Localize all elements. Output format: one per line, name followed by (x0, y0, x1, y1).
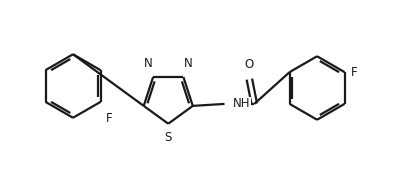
Text: O: O (244, 58, 253, 71)
Text: NH: NH (232, 97, 249, 110)
Text: N: N (184, 57, 192, 70)
Text: N: N (144, 57, 152, 70)
Text: S: S (164, 131, 172, 144)
Text: F: F (350, 66, 356, 79)
Text: F: F (105, 112, 112, 125)
